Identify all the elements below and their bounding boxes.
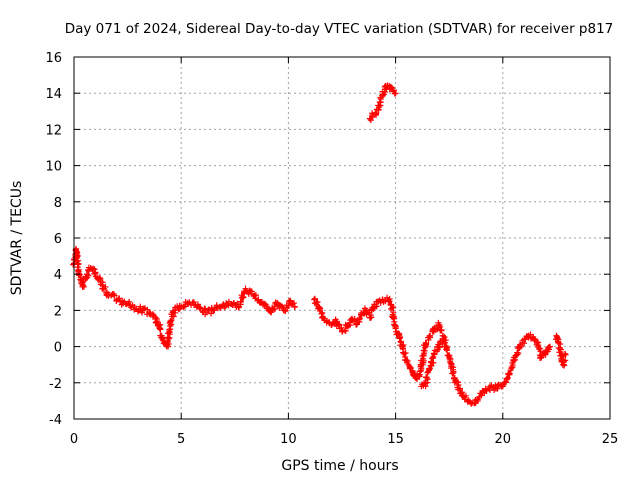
y-tick-label: 8 — [54, 196, 62, 211]
data-point — [430, 350, 437, 357]
data-point — [316, 304, 323, 311]
data-point — [154, 318, 161, 325]
data-point — [427, 332, 434, 339]
data-point — [367, 312, 374, 319]
data-point — [90, 265, 97, 272]
data-point — [346, 319, 353, 326]
data-point — [504, 375, 511, 382]
data-point — [111, 292, 118, 299]
data-point — [545, 346, 552, 353]
data-point — [439, 338, 446, 345]
y-tick-label: 0 — [54, 341, 62, 356]
data-point — [252, 292, 259, 299]
data-point — [290, 300, 297, 307]
data-point — [221, 304, 228, 311]
data-point — [239, 293, 246, 300]
data-point — [423, 374, 430, 381]
y-tick-label: 14 — [45, 87, 62, 102]
data-point — [438, 327, 445, 334]
data-point — [416, 371, 423, 378]
data-point — [390, 303, 397, 310]
data-point — [450, 370, 457, 377]
data-point — [443, 346, 450, 353]
x-tick-label: 25 — [602, 432, 619, 447]
data-point — [506, 370, 513, 377]
x-axis-ticks: 0 5 10 15 20 25 — [70, 57, 618, 447]
data-point — [351, 315, 358, 322]
data-point — [560, 358, 567, 365]
data-point — [75, 261, 82, 268]
data-point — [561, 350, 568, 357]
data-point — [157, 326, 164, 333]
data-point — [392, 90, 399, 97]
data-point — [194, 301, 201, 308]
data-point — [546, 343, 553, 350]
data-points — [70, 82, 569, 407]
y-tick-label: -2 — [49, 377, 62, 392]
x-tick-label: 0 — [70, 432, 78, 447]
data-point — [167, 318, 174, 325]
data-point — [318, 310, 325, 317]
data-point — [386, 298, 393, 305]
data-point — [389, 314, 396, 321]
data-point — [311, 296, 318, 303]
data-point — [502, 379, 509, 386]
data-point — [396, 335, 403, 342]
data-point — [314, 298, 321, 305]
data-point — [442, 337, 449, 344]
data-point — [531, 335, 538, 342]
data-point — [279, 303, 286, 310]
data-point — [237, 301, 244, 308]
data-point — [423, 340, 430, 347]
data-point — [291, 303, 298, 310]
data-point — [168, 317, 175, 324]
data-point — [429, 355, 436, 362]
data-point — [562, 351, 569, 358]
data-point — [372, 110, 379, 117]
data-point — [377, 299, 384, 306]
data-point — [367, 117, 374, 124]
data-point — [401, 350, 408, 357]
data-point — [134, 308, 141, 315]
data-point — [509, 362, 516, 369]
x-tick-label: 10 — [280, 432, 297, 447]
data-point — [342, 328, 349, 335]
data-point — [235, 304, 242, 311]
data-point — [420, 347, 427, 354]
data-point — [455, 382, 462, 389]
y-tick-label: 4 — [54, 268, 62, 283]
y-tick-label: -4 — [49, 413, 62, 428]
data-point — [213, 302, 220, 309]
data-point — [389, 304, 396, 311]
y-tick-label: 6 — [54, 232, 62, 247]
data-point — [99, 279, 106, 286]
y-tick-label: 10 — [45, 160, 62, 175]
data-point — [242, 285, 249, 292]
data-point — [397, 338, 404, 345]
data-point — [311, 295, 318, 302]
x-tick-label: 15 — [387, 432, 404, 447]
x-tick-label: 20 — [495, 432, 512, 447]
data-point — [165, 335, 172, 342]
data-point — [317, 305, 324, 312]
data-point — [462, 392, 469, 399]
y-tick-label: 12 — [45, 123, 62, 138]
data-point — [562, 357, 569, 364]
y-tick-label: 2 — [54, 304, 62, 319]
chart-title: Day 071 of 2024, Sidereal Day-to-day VTE… — [65, 21, 614, 37]
data-point — [165, 340, 172, 347]
y-axis-ticks: -4 -2 0 2 4 6 8 10 12 14 16 — [45, 51, 610, 428]
x-tick-label: 5 — [177, 432, 185, 447]
data-point — [170, 313, 177, 320]
grid-lines — [74, 57, 610, 419]
data-point — [377, 96, 384, 103]
data-point — [102, 283, 109, 290]
x-axis-label: GPS time / hours — [281, 458, 398, 474]
y-tick-label: 16 — [45, 51, 62, 66]
data-point — [208, 310, 215, 317]
y-axis-label: SDTVAR / TECUs — [9, 181, 25, 296]
